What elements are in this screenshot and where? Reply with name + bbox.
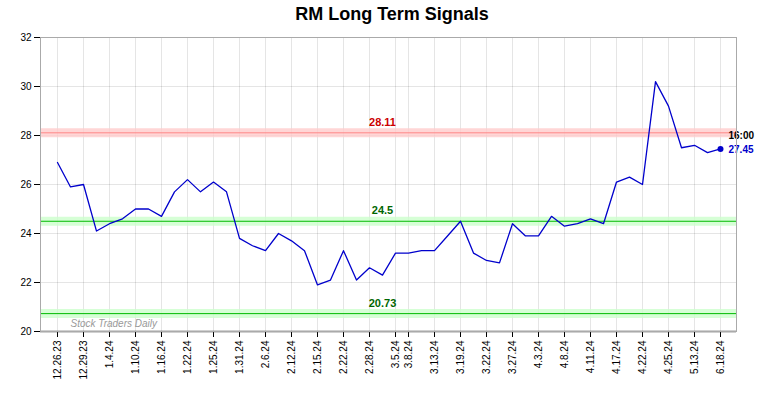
svg-text:24: 24 — [20, 228, 32, 239]
svg-text:3.5.24: 3.5.24 — [390, 340, 401, 368]
svg-text:4.8.24: 4.8.24 — [559, 340, 570, 368]
svg-text:4.3.24: 4.3.24 — [533, 340, 544, 368]
svg-text:2.28.24: 2.28.24 — [364, 340, 375, 374]
svg-text:6.18.24: 6.18.24 — [715, 340, 726, 374]
svg-text:2.6.24: 2.6.24 — [260, 340, 271, 368]
svg-text:22: 22 — [20, 277, 32, 288]
svg-text:3.8.24: 3.8.24 — [403, 340, 414, 368]
svg-text:20: 20 — [20, 326, 32, 337]
svg-text:3.22.24: 3.22.24 — [481, 340, 492, 374]
svg-text:2.12.24: 2.12.24 — [286, 340, 297, 374]
svg-text:12.26.23: 12.26.23 — [52, 340, 63, 379]
svg-text:1.16.24: 1.16.24 — [156, 340, 167, 374]
svg-text:2.15.24: 2.15.24 — [312, 340, 323, 374]
svg-text:24.5: 24.5 — [372, 204, 393, 216]
svg-text:28.11: 28.11 — [369, 116, 396, 128]
svg-text:1.31.24: 1.31.24 — [234, 340, 245, 374]
svg-text:4.22.24: 4.22.24 — [637, 340, 648, 374]
svg-text:2.22.24: 2.22.24 — [338, 340, 349, 374]
svg-text:4.11.24: 4.11.24 — [585, 340, 596, 373]
svg-text:27.45: 27.45 — [729, 144, 754, 155]
svg-text:1.10.24: 1.10.24 — [130, 340, 141, 374]
svg-text:1.25.24: 1.25.24 — [208, 340, 219, 374]
svg-text:4.25.24: 4.25.24 — [663, 340, 674, 374]
svg-text:26: 26 — [20, 179, 32, 190]
svg-text:3.19.24: 3.19.24 — [455, 340, 466, 374]
svg-text:20.73: 20.73 — [369, 297, 397, 309]
svg-text:16:00: 16:00 — [729, 130, 755, 141]
svg-text:1.4.24: 1.4.24 — [104, 340, 115, 368]
svg-text:1.22.24: 1.22.24 — [182, 340, 193, 374]
svg-text:32: 32 — [20, 32, 32, 43]
html-text:RM Long Term Signals: RM Long Term Signals — [295, 4, 489, 24]
svg-text:Stock Traders Daily: Stock Traders Daily — [71, 318, 159, 329]
svg-text:28: 28 — [20, 130, 32, 141]
svg-text:30: 30 — [20, 81, 32, 92]
svg-text:4.17.24: 4.17.24 — [611, 340, 622, 374]
svg-text:5.13.24: 5.13.24 — [689, 340, 700, 374]
svg-text:3.13.24: 3.13.24 — [429, 340, 440, 374]
svg-text:3.27.24: 3.27.24 — [507, 340, 518, 374]
svg-text:12.29.23: 12.29.23 — [78, 340, 89, 379]
